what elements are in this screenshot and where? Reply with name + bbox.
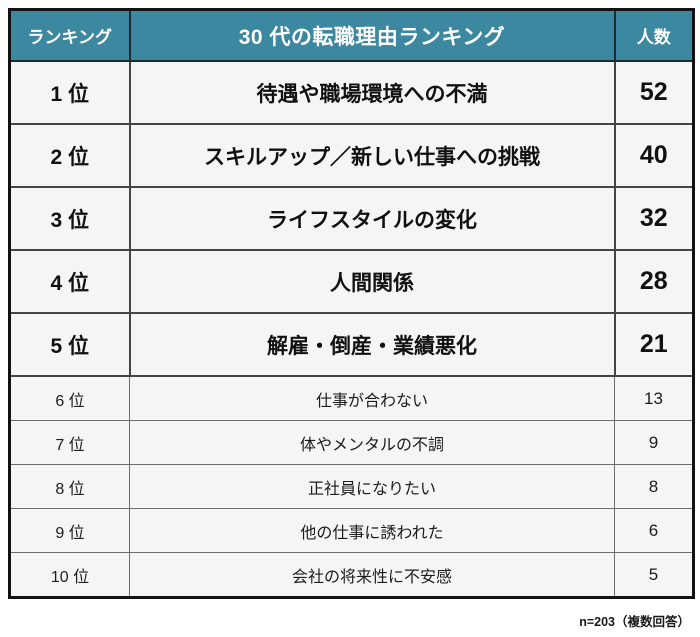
rank-cell: 8 位 bbox=[9, 464, 130, 509]
reason-cell: 人間関係 bbox=[128, 249, 616, 314]
count-cell: 5 bbox=[614, 552, 694, 598]
rank-cell: 9 位 bbox=[9, 508, 130, 553]
rank-cell: 4 位 bbox=[8, 249, 131, 314]
rank-cell: 1 位 bbox=[8, 60, 131, 125]
count-cell: 52 bbox=[613, 60, 695, 125]
table-row-5: 5 位 解雇・倒産・業績悪化 21 bbox=[8, 312, 695, 377]
table-row-10: 10 位 会社の将来性に不安感 5 bbox=[9, 552, 694, 598]
table-title: 30 代の転職理由ランキング bbox=[128, 8, 616, 62]
rank-cell: 7 位 bbox=[9, 420, 130, 465]
count-cell: 32 bbox=[613, 186, 695, 251]
ranking-table: ランキング 30 代の転職理由ランキング 人数 1 位 待遇や職場環境への不満 … bbox=[8, 8, 695, 599]
rank-cell: 10 位 bbox=[9, 552, 130, 598]
table-row-1: 1 位 待遇や職場環境への不満 52 bbox=[8, 60, 695, 125]
reason-cell: スキルアップ／新しい仕事への挑戦 bbox=[128, 123, 616, 188]
count-cell: 13 bbox=[614, 375, 694, 421]
table-row-9: 9 位 他の仕事に誘われた 6 bbox=[9, 508, 694, 553]
count-cell: 21 bbox=[613, 312, 695, 377]
reason-cell: 他の仕事に誘われた bbox=[129, 508, 615, 553]
rank-cell: 5 位 bbox=[8, 312, 131, 377]
count-cell: 8 bbox=[614, 464, 694, 509]
count-cell: 6 bbox=[614, 508, 694, 553]
reason-cell: 待遇や職場環境への不満 bbox=[128, 60, 616, 125]
count-cell: 9 bbox=[614, 420, 694, 465]
reason-cell: 正社員になりたい bbox=[129, 464, 615, 509]
rank-cell: 6 位 bbox=[9, 375, 130, 421]
header-ranking: ランキング bbox=[8, 8, 131, 62]
reason-cell: 会社の将来性に不安感 bbox=[129, 552, 615, 598]
rank-cell: 2 位 bbox=[8, 123, 131, 188]
header-row: ランキング 30 代の転職理由ランキング 人数 bbox=[8, 8, 695, 62]
table-row-4: 4 位 人間関係 28 bbox=[8, 249, 695, 314]
table-row-7: 7 位 体やメンタルの不調 9 bbox=[9, 420, 694, 465]
reason-cell: 体やメンタルの不調 bbox=[129, 420, 615, 465]
reason-cell: ライフスタイルの変化 bbox=[128, 186, 616, 251]
table-row-2: 2 位 スキルアップ／新しい仕事への挑戦 40 bbox=[8, 123, 695, 188]
rank-cell: 3 位 bbox=[8, 186, 131, 251]
reason-cell: 仕事が合わない bbox=[129, 375, 615, 421]
table-row-8: 8 位 正社員になりたい 8 bbox=[9, 464, 694, 509]
count-cell: 40 bbox=[613, 123, 695, 188]
table-row-6: 6 位 仕事が合わない 13 bbox=[9, 375, 694, 421]
sample-size-note: n=203（複数回答） bbox=[579, 615, 690, 629]
reason-cell: 解雇・倒産・業績悪化 bbox=[128, 312, 616, 377]
header-count: 人数 bbox=[613, 8, 695, 62]
table-row-3: 3 位 ライフスタイルの変化 32 bbox=[8, 186, 695, 251]
count-cell: 28 bbox=[613, 249, 695, 314]
